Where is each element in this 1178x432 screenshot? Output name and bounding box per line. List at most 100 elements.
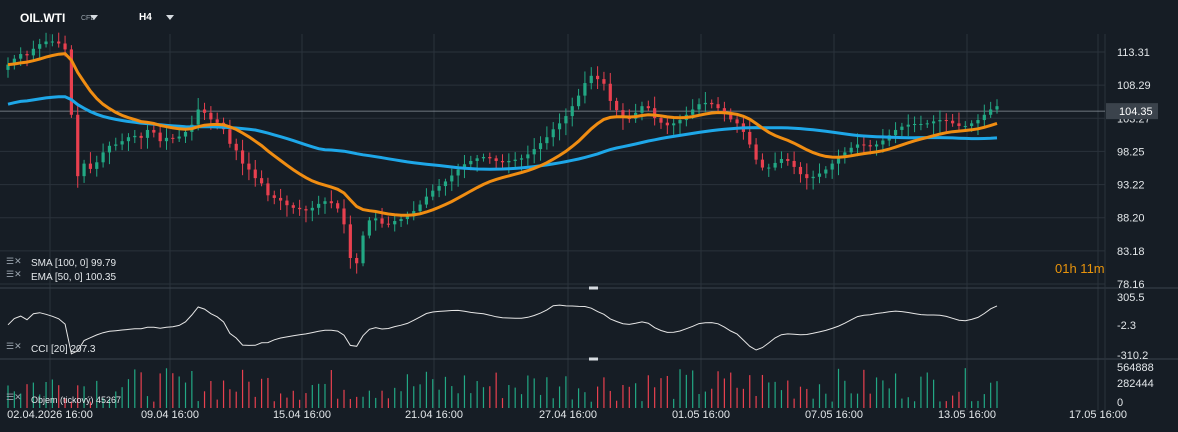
volume-bar — [32, 382, 34, 408]
timeframe-selector[interactable]: H4 — [139, 12, 152, 23]
indicator-settings-icon[interactable]: ☰✕ — [6, 392, 22, 402]
candle-body — [989, 109, 993, 115]
volume-bar — [432, 379, 434, 408]
candle-body — [342, 208, 346, 225]
volume-bar — [451, 386, 453, 408]
volume-bar — [787, 380, 789, 408]
symbol-dropdown-icon[interactable] — [90, 15, 98, 20]
candle-body — [196, 109, 200, 125]
volume-bar — [698, 394, 700, 408]
ema-legend[interactable]: EMA [50, 0] 100.35 — [31, 272, 117, 283]
volume-bar — [438, 389, 440, 408]
volume-bar — [628, 386, 630, 408]
volume-bar — [711, 388, 713, 408]
candle-body — [855, 144, 860, 148]
candle-body — [279, 197, 283, 201]
volume-bar — [260, 378, 263, 408]
candle-body — [183, 131, 188, 137]
candle-body — [627, 118, 631, 120]
candle-body — [672, 123, 676, 126]
volume-bar — [241, 369, 244, 408]
volume-bar — [400, 391, 402, 408]
candle-body — [50, 41, 54, 43]
chart-grid — [0, 34, 1105, 410]
volume-bar — [413, 386, 415, 408]
candle-body — [957, 123, 961, 126]
candle-body — [374, 218, 378, 221]
candle-body — [393, 221, 397, 225]
candle-body — [659, 118, 663, 123]
candle-body — [893, 129, 898, 136]
candle-body — [748, 131, 752, 145]
sma-legend[interactable]: SMA [100, 0] 99.79 — [31, 258, 117, 269]
volume-bar — [920, 376, 922, 408]
volume-bar — [159, 373, 161, 408]
pane-separators — [0, 34, 1178, 410]
time-tick-label: 15.04 16:00 — [273, 409, 331, 421]
candle-body — [545, 137, 549, 144]
timeframe-dropdown-icon[interactable] — [166, 15, 174, 20]
volume-bar — [666, 375, 668, 408]
candle-body — [760, 159, 765, 168]
volume-bar — [387, 398, 389, 408]
volume-legend[interactable]: Objem (tickový) 45267 — [31, 395, 122, 405]
candle-body — [291, 205, 295, 208]
candle-body — [557, 123, 562, 130]
candle-body — [266, 183, 270, 196]
indicator-settings-icon[interactable]: ☰✕ — [6, 256, 22, 266]
time-tick-label: 21.04 16:00 — [405, 409, 463, 421]
volume-bar — [280, 393, 282, 408]
candle-body — [456, 169, 460, 176]
volume-bar — [977, 400, 979, 408]
candle-body — [481, 157, 486, 159]
volume-bar — [222, 380, 225, 408]
candle-body — [240, 150, 245, 164]
cci-legend[interactable]: CCI [20] 207.3 — [31, 344, 96, 355]
volume-bar — [311, 385, 313, 408]
volume-bar — [305, 393, 307, 408]
volume-bar — [489, 386, 491, 408]
candle-body — [253, 169, 257, 179]
candle-body — [621, 110, 625, 119]
candle-body — [234, 143, 238, 151]
volume-bar — [742, 388, 745, 408]
candle-body — [538, 143, 543, 150]
candle-body — [158, 132, 162, 142]
volume-bar — [539, 394, 542, 408]
candle-body — [830, 163, 834, 170]
candle-body — [519, 158, 524, 160]
time-tick-label: 07.05 16:00 — [805, 409, 863, 421]
volume-tick-label: 0 — [1117, 397, 1123, 409]
indicator-settings-icon[interactable]: ☰✕ — [6, 341, 22, 351]
candle-body — [900, 126, 904, 130]
candle-body — [970, 123, 974, 126]
volume-bar — [45, 381, 47, 408]
volume-bar — [844, 380, 846, 408]
volume-bar — [184, 382, 187, 408]
candle-body — [874, 144, 879, 147]
volume-tick-label: 282444 — [1117, 378, 1154, 390]
volume-bar — [501, 398, 504, 408]
candle-body — [386, 223, 390, 225]
symbol-name[interactable]: OIL.WTI — [20, 11, 66, 25]
candle-body — [811, 176, 815, 179]
volume-bar — [178, 376, 180, 408]
volume-bar — [375, 397, 377, 408]
candle-body — [259, 178, 264, 184]
volume-bar — [945, 401, 947, 408]
volume-bar — [907, 397, 909, 408]
candle-body — [443, 181, 448, 187]
volume-bar — [983, 394, 985, 408]
volume-bar — [172, 373, 174, 408]
candle-body — [431, 190, 435, 197]
candle-body — [367, 220, 371, 236]
time-tick-label: 27.04 16:00 — [539, 409, 597, 421]
indicator-settings-icon[interactable]: ☰✕ — [6, 269, 22, 279]
volume-bar — [736, 387, 738, 408]
volume-bar — [641, 401, 643, 408]
candle-body — [507, 160, 511, 163]
volume-bar — [362, 396, 364, 408]
candle-body — [304, 209, 308, 211]
volume-bar — [514, 387, 516, 408]
